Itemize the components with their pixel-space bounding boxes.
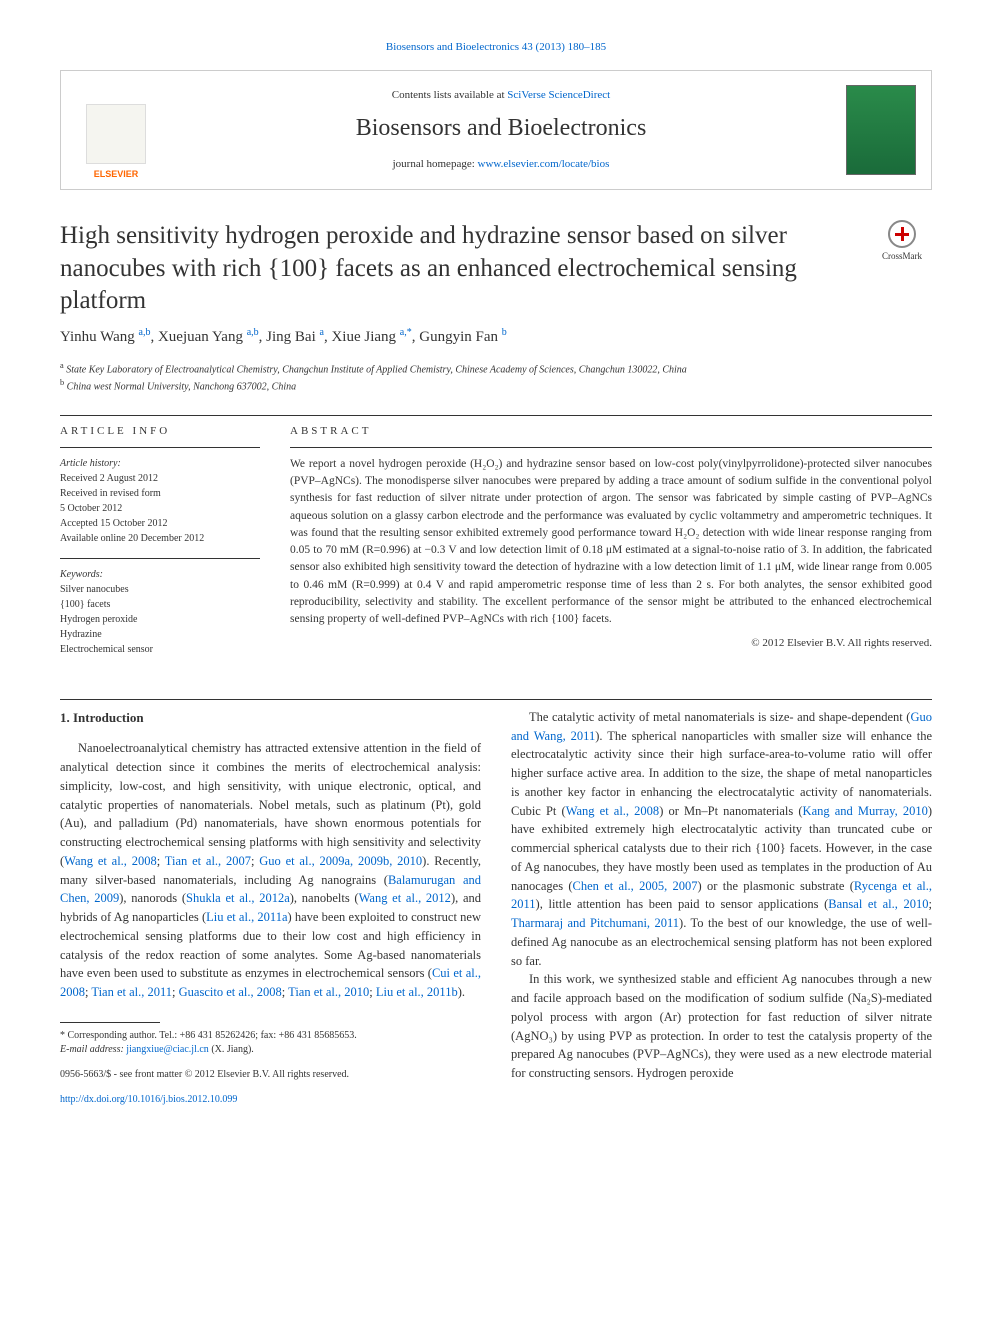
body-paragraph-2: The catalytic activity of metal nanomate… — [511, 708, 932, 971]
email-link[interactable]: jiangxiue@ciac.jl.cn — [126, 1044, 209, 1055]
journal-header-box: ELSEVIER Contents lists available at Sci… — [60, 70, 932, 190]
homepage-line: journal homepage: www.elsevier.com/locat… — [156, 157, 846, 172]
abstract-divider — [290, 447, 932, 448]
affiliation-b: b China west Normal University, Nanchong… — [60, 377, 932, 394]
keyword: Silver nanocubes — [60, 582, 260, 597]
corresponding-author-footnote: * Corresponding author. Tel.: +86 431 85… — [60, 1029, 481, 1057]
intro-heading: 1. Introduction — [60, 708, 481, 728]
header-center: Contents lists available at SciVerse Sci… — [156, 88, 846, 172]
header-citation: Biosensors and Bioelectronics 43 (2013) … — [60, 40, 932, 55]
info-divider-1 — [60, 447, 260, 448]
keyword: {100} facets — [60, 597, 260, 612]
online-date: Available online 20 December 2012 — [60, 531, 260, 546]
homepage-link[interactable]: www.elsevier.com/locate/bios — [478, 158, 610, 170]
article-info-column: ARTICLE INFO Article history: Received 2… — [60, 424, 260, 669]
abstract-heading: ABSTRACT — [290, 424, 932, 439]
elsevier-label: ELSEVIER — [94, 168, 139, 181]
abstract-column: ABSTRACT We report a novel hydrogen pero… — [290, 424, 932, 669]
email-suffix: (X. Jiang). — [209, 1044, 254, 1055]
divider-bottom — [60, 699, 932, 700]
issn-line: 0956-5663/$ - see front matter © 2012 El… — [60, 1067, 481, 1082]
crossmark-icon — [888, 220, 916, 248]
keywords-block: Keywords: Silver nanocubes {100} facets … — [60, 567, 260, 657]
corresponding-email-line: E-mail address: jiangxiue@ciac.jl.cn (X.… — [60, 1043, 481, 1057]
keyword: Electrochemical sensor — [60, 642, 260, 657]
journal-cover-thumbnail — [846, 85, 916, 175]
intro-paragraph-1: Nanoelectroanalytical chemistry has attr… — [60, 739, 481, 1002]
revised-date: 5 October 2012 — [60, 501, 260, 516]
sciverse-line: Contents lists available at SciVerse Sci… — [156, 88, 846, 103]
article-info-heading: ARTICLE INFO — [60, 424, 260, 439]
accepted-date: Accepted 15 October 2012 — [60, 516, 260, 531]
homepage-prefix: journal homepage: — [393, 158, 478, 170]
received-date: Received 2 August 2012 — [60, 471, 260, 486]
elsevier-logo: ELSEVIER — [76, 80, 156, 180]
keywords-label: Keywords: — [60, 567, 260, 582]
history-label: Article history: — [60, 456, 260, 471]
crossmark-badge[interactable]: CrossMark — [872, 220, 932, 263]
affiliation-a: a State Key Laboratory of Electroanalyti… — [60, 360, 932, 377]
info-abstract-row: ARTICLE INFO Article history: Received 2… — [60, 424, 932, 669]
sciverse-link[interactable]: SciVerse ScienceDirect — [507, 89, 610, 101]
body-paragraph-3: In this work, we synthesized stable and … — [511, 970, 932, 1083]
crossmark-label: CrossMark — [882, 251, 922, 261]
article-page: Biosensors and Bioelectronics 43 (2013) … — [0, 0, 992, 1147]
sciverse-prefix: Contents lists available at — [392, 89, 507, 101]
affiliations: a State Key Laboratory of Electroanalyti… — [60, 360, 932, 395]
body-columns: 1. Introduction Nanoelectroanalytical ch… — [60, 708, 932, 1107]
revised-label: Received in revised form — [60, 486, 260, 501]
elsevier-tree-icon — [86, 104, 146, 164]
right-column: The catalytic activity of metal nanomate… — [511, 708, 932, 1107]
author-list: Yinhu Wang a,b, Xuejuan Yang a,b, Jing B… — [60, 326, 932, 348]
footnote-separator — [60, 1022, 160, 1023]
abstract-text: We report a novel hydrogen peroxide (H₂O… — [290, 456, 932, 629]
journal-name: Biosensors and Bioelectronics — [156, 112, 846, 146]
email-label: E-mail address: — [60, 1044, 126, 1055]
info-divider-2 — [60, 558, 260, 559]
divider-top — [60, 415, 932, 416]
doi-link[interactable]: http://dx.doi.org/10.1016/j.bios.2012.10… — [60, 1094, 237, 1105]
title-section: High sensitivity hydrogen peroxide and h… — [60, 220, 932, 318]
abstract-copyright: © 2012 Elsevier B.V. All rights reserved… — [290, 636, 932, 651]
corresponding-tel: * Corresponding author. Tel.: +86 431 85… — [60, 1029, 481, 1043]
article-history: Article history: Received 2 August 2012 … — [60, 456, 260, 546]
left-column: 1. Introduction Nanoelectroanalytical ch… — [60, 708, 481, 1107]
citation-link[interactable]: Biosensors and Bioelectronics 43 (2013) … — [386, 41, 606, 53]
doi-line: http://dx.doi.org/10.1016/j.bios.2012.10… — [60, 1092, 481, 1107]
article-title: High sensitivity hydrogen peroxide and h… — [60, 220, 872, 318]
keyword: Hydrogen peroxide — [60, 612, 260, 627]
keyword: Hydrazine — [60, 627, 260, 642]
